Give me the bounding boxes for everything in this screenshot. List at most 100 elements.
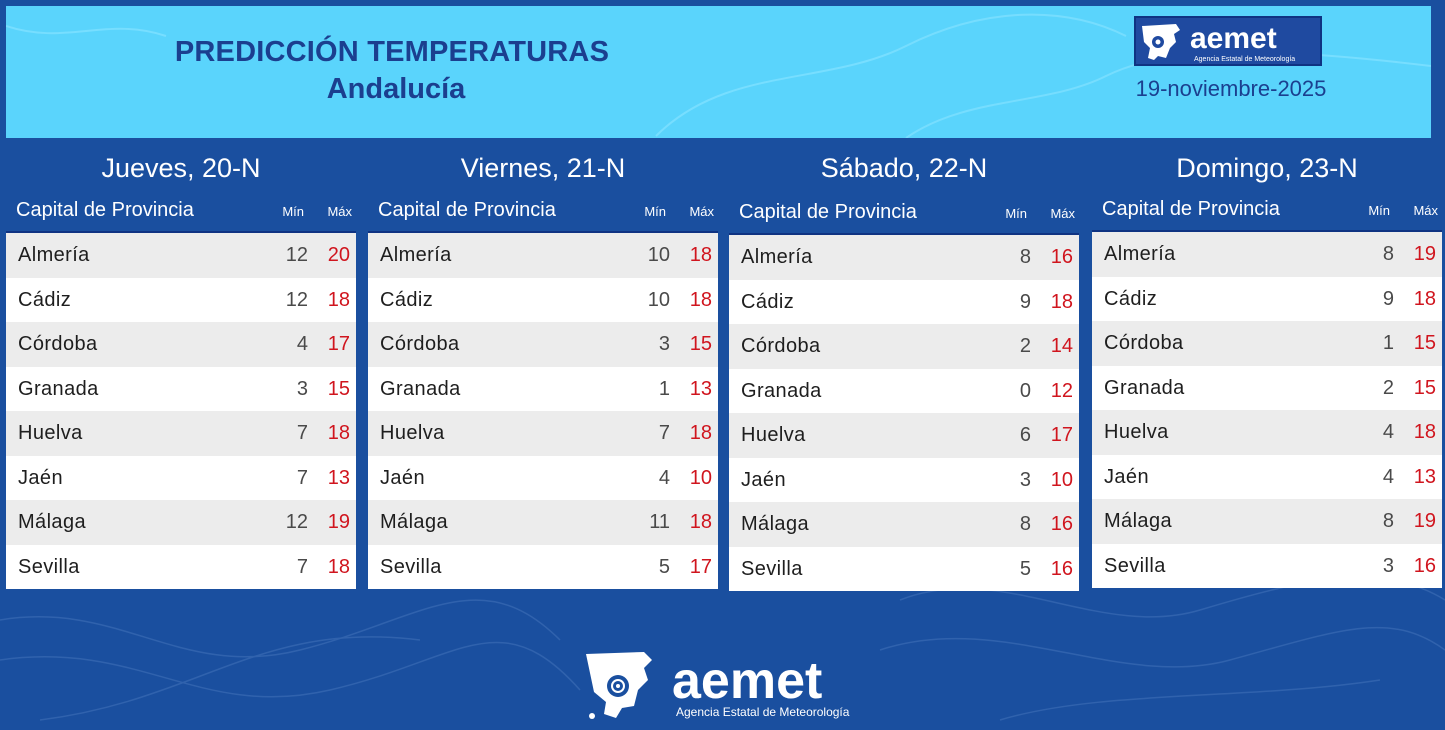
max-temp: 15 <box>1413 376 1436 399</box>
city-name: Huelva <box>741 424 806 446</box>
city-name: Cádiz <box>18 288 72 311</box>
min-temp: 6 <box>1019 424 1031 446</box>
table-row: Granada 1 13 <box>368 366 718 411</box>
max-temp: 12 <box>1050 379 1073 402</box>
column-header-max: Máx <box>327 204 352 219</box>
max-temp: 15 <box>327 377 350 400</box>
min-temp: 9 <box>1382 287 1394 310</box>
min-temp: 12 <box>285 244 308 266</box>
table-header: Capital de Provincia Mín Máx <box>1092 186 1442 232</box>
table-row: Córdoba 2 14 <box>729 324 1079 369</box>
max-temp: 18 <box>1413 287 1436 310</box>
table-row: Almería 8 16 <box>729 235 1079 280</box>
forecast-table-day1: Capital de Provincia Mín Máx Almería 12 20… <box>6 187 356 589</box>
aemet-logo-footer: aemet Agencia Estatal de Meteorología <box>582 648 882 726</box>
min-temp: 8 <box>1382 243 1394 265</box>
city-name: Jaén <box>741 468 786 491</box>
table-row: Jaén 7 13 <box>6 455 356 500</box>
min-temp: 10 <box>647 244 670 266</box>
min-temp: 8 <box>1019 246 1031 268</box>
min-temp: 4 <box>296 333 308 355</box>
city-name: Jaén <box>1104 465 1149 488</box>
max-temp: 16 <box>1050 513 1073 535</box>
min-temp: 4 <box>1382 421 1394 443</box>
min-temp: 1 <box>658 377 670 400</box>
table-row: Huelva 4 18 <box>1092 410 1442 455</box>
day-title: Sábado, 22-N <box>820 153 988 183</box>
table-row: Granada 2 15 <box>1092 365 1442 410</box>
column-header-min: Mín <box>644 204 666 219</box>
column-header-capital: Capital de Provincia <box>378 199 556 221</box>
min-temp: 3 <box>1019 468 1031 491</box>
city-name: Granada <box>18 377 99 400</box>
max-temp: 19 <box>1413 243 1436 265</box>
table-row: Sevilla 7 18 <box>6 544 356 589</box>
forecast-date: 19-noviembre-2025 <box>1135 76 1327 101</box>
max-temp: 20 <box>327 244 350 266</box>
page-subtitle: Andalucía <box>326 73 466 105</box>
city-name: Málaga <box>18 511 86 533</box>
table-row: Cádiz 9 18 <box>1092 276 1442 321</box>
max-temp: 16 <box>1413 554 1436 577</box>
table-header: Capital de Provincia Mín Máx <box>6 187 356 233</box>
table-header: Capital de Provincia Mín Máx <box>729 189 1079 235</box>
forecast-table-day3: Capital de Provincia Mín Máx Almería 8 16 C… <box>729 189 1079 591</box>
min-temp: 5 <box>658 555 670 578</box>
table-row: Huelva 7 18 <box>6 411 356 456</box>
city-name: Almería <box>741 246 813 268</box>
table-row: Granada 3 15 <box>6 366 356 411</box>
min-temp: 7 <box>296 555 308 578</box>
max-temp: 18 <box>1413 421 1436 443</box>
max-temp: 13 <box>689 377 712 400</box>
city-name: Sevilla <box>741 557 803 580</box>
city-name: Cádiz <box>1104 287 1158 310</box>
table-row: Jaén 4 13 <box>1092 454 1442 499</box>
column-header-max: Máx <box>1050 206 1075 221</box>
table-row: Jaén 3 10 <box>729 457 1079 502</box>
max-temp: 17 <box>327 333 350 355</box>
table-row: Almería 8 19 <box>1092 232 1442 277</box>
aemet-emblem-icon <box>1142 24 1180 60</box>
min-temp: 12 <box>285 288 308 311</box>
aemet-emblem-icon <box>586 652 652 719</box>
table-row: Huelva 7 18 <box>368 411 718 456</box>
city-name: Huelva <box>380 422 445 444</box>
table-row: Almería 12 20 <box>6 233 356 278</box>
city-name: Córdoba <box>741 335 821 357</box>
min-temp: 12 <box>285 511 308 533</box>
max-temp: 17 <box>689 555 712 578</box>
header-banner: PREDICCIÓN TEMPERATURAS Andalucía aemet … <box>6 6 1431 138</box>
max-temp: 19 <box>327 511 350 533</box>
min-temp: 8 <box>1382 510 1394 532</box>
table-row: Sevilla 5 17 <box>368 544 718 589</box>
day-title: Viernes, 21-N <box>460 153 626 183</box>
min-temp: 8 <box>1019 513 1031 535</box>
table-row: Almería 10 18 <box>368 233 718 278</box>
min-temp: 7 <box>296 422 308 444</box>
city-name: Almería <box>380 244 452 266</box>
table-row: Cádiz 12 18 <box>6 277 356 322</box>
forecast-table-day2: Capital de Provincia Mín Máx Almería 10 18… <box>368 187 718 589</box>
max-temp: 18 <box>689 288 712 311</box>
max-temp: 18 <box>327 555 350 578</box>
min-temp: 1 <box>1382 332 1394 354</box>
min-temp: 5 <box>1019 557 1031 580</box>
min-temp: 3 <box>296 377 308 400</box>
max-temp: 17 <box>1050 424 1073 446</box>
city-name: Almería <box>1104 243 1176 265</box>
max-temp: 15 <box>1413 332 1436 354</box>
min-temp: 9 <box>1019 290 1031 313</box>
max-temp: 10 <box>1050 468 1073 491</box>
max-temp: 19 <box>1413 510 1436 532</box>
column-header-min: Mín <box>282 204 304 219</box>
min-temp: 4 <box>658 466 670 489</box>
column-header-max: Máx <box>1413 203 1438 218</box>
city-name: Cádiz <box>741 290 795 313</box>
column-header-max: Máx <box>689 204 714 219</box>
max-temp: 13 <box>327 466 350 489</box>
table-row: Málaga 11 18 <box>368 500 718 545</box>
day-title: Jueves, 20-N <box>101 153 261 183</box>
svg-text:Agencia Estatal de Meteorologí: Agencia Estatal de Meteorología <box>676 705 850 719</box>
max-temp: 15 <box>689 333 712 355</box>
max-temp: 10 <box>689 466 712 489</box>
